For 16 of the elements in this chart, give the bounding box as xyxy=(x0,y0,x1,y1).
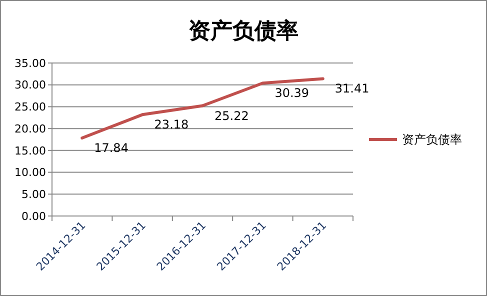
y-tick-label: 5.00 xyxy=(22,188,46,201)
y-tick-label: 10.00 xyxy=(14,166,46,180)
y-tick-label: 15.00 xyxy=(14,144,46,158)
y-tick-label: 30.00 xyxy=(14,78,46,92)
y-tick-label: 0.00 xyxy=(22,210,46,223)
line-series xyxy=(80,77,324,140)
chart-title: 资产负债率 xyxy=(188,18,298,44)
y-tick-label: 20.00 xyxy=(14,122,46,136)
data-label: 30.39 xyxy=(274,86,310,100)
data-label: 17.84 xyxy=(94,141,128,156)
y-tick-label: 25.00 xyxy=(14,100,46,114)
y-tick-label: 35.00 xyxy=(14,56,46,70)
data-label: 25.22 xyxy=(214,108,249,123)
legend-label: 资产负债率 xyxy=(402,132,462,147)
data-label: 23.18 xyxy=(154,118,189,132)
data-label: 31.41 xyxy=(334,82,370,96)
